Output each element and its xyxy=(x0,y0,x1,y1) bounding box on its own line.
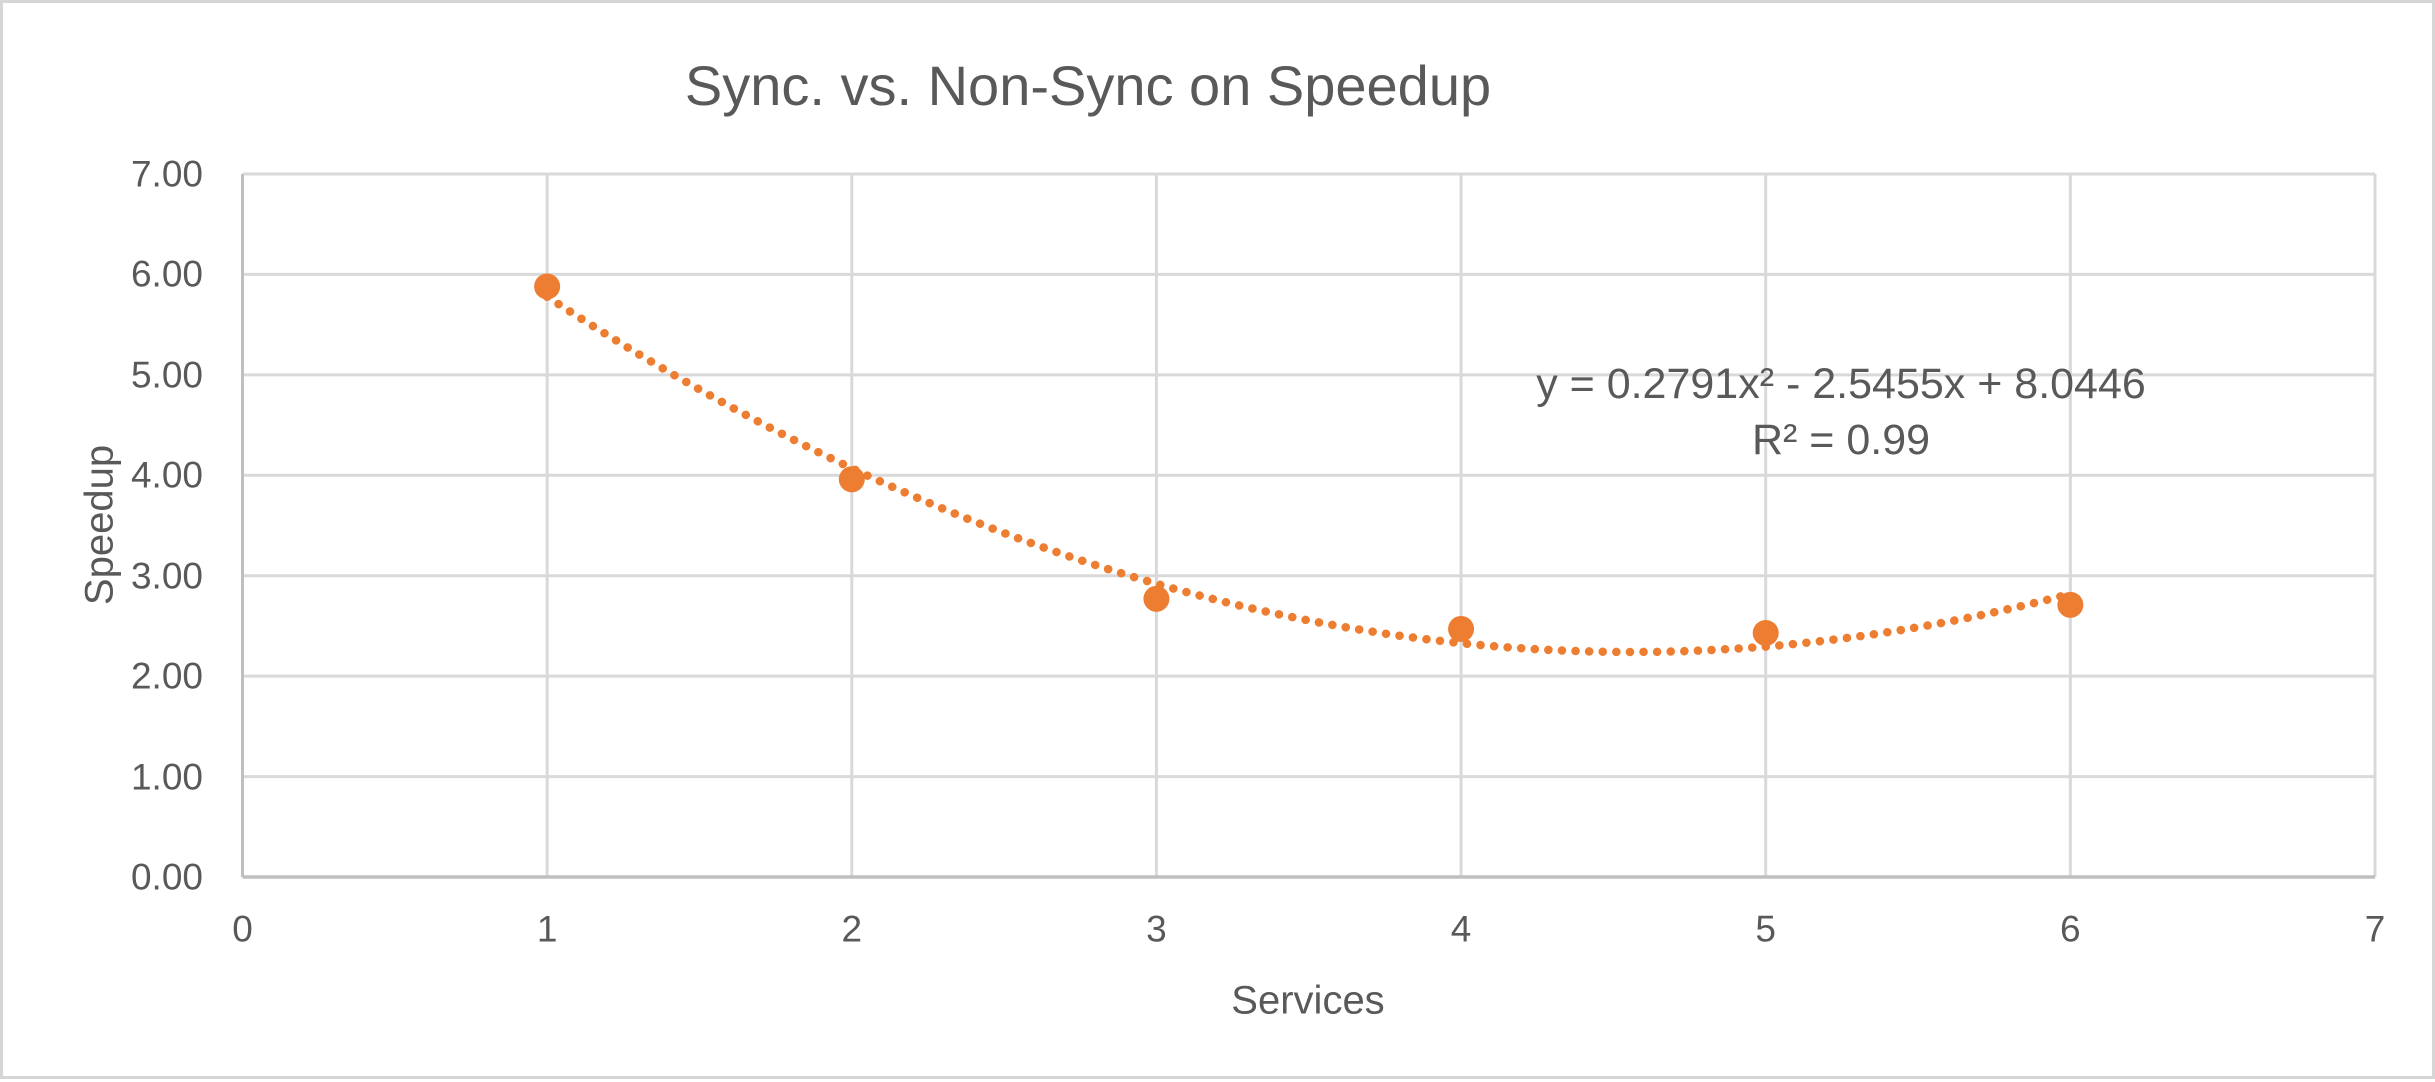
y-tick-label: 1.00 xyxy=(130,756,203,798)
trendline-label: y = 0.2791x² - 2.5455x + 8.0446 R² = 0.9… xyxy=(1536,356,2146,468)
data-point xyxy=(2057,591,2084,618)
y-tick-label: 4.00 xyxy=(130,454,203,496)
plot-area xyxy=(241,172,2377,879)
x-tick-label: 1 xyxy=(536,908,558,950)
data-point xyxy=(1448,615,1475,642)
y-tick-label: 6.00 xyxy=(130,253,203,295)
x-tick-label: 7 xyxy=(2364,908,2386,950)
x-tick-label: 3 xyxy=(1146,908,1167,950)
chart-title: Sync. vs. Non-Sync on Speedup xyxy=(684,54,1492,117)
y-tick-label: 7.00 xyxy=(130,153,203,195)
x-tick-label: 0 xyxy=(232,908,253,950)
data-point xyxy=(838,466,865,493)
trendline-r-squared: R² = 0.99 xyxy=(1751,416,1931,464)
x-axis-title: Services xyxy=(1231,978,1385,1023)
y-tick-label: 2.00 xyxy=(130,655,203,697)
data-point xyxy=(1143,585,1170,612)
x-tick-label: 5 xyxy=(1755,908,1776,950)
trendline xyxy=(542,292,2075,657)
y-tick-label: 3.00 xyxy=(130,555,203,597)
data-point xyxy=(1752,619,1779,646)
y-tick-label: 5.00 xyxy=(130,354,203,396)
y-tick-label: 0.00 xyxy=(130,856,203,898)
data-point xyxy=(534,273,561,300)
x-tick-label: 4 xyxy=(1450,908,1472,950)
trendline-equation: y = 0.2791x² - 2.5455x + 8.0446 xyxy=(1536,360,2146,408)
x-tick-label: 2 xyxy=(841,908,863,950)
x-tick-label: 6 xyxy=(2060,908,2081,950)
